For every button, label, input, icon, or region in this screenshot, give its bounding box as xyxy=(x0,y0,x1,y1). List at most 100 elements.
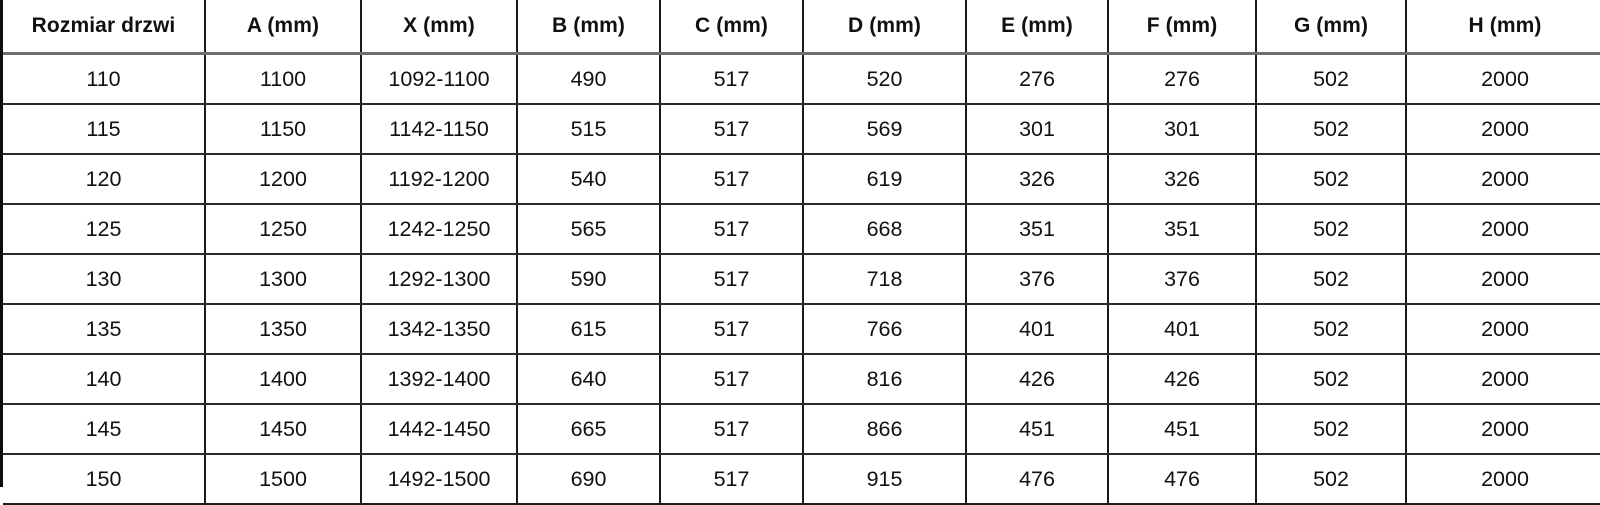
table-row: 150 1500 1492-1500 690 517 915 476 476 5… xyxy=(3,454,1600,505)
table-header: Rozmiar drzwi A (mm) X (mm) B (mm) C (mm… xyxy=(3,0,1600,55)
cell-g: 502 xyxy=(1256,53,1407,105)
cell-b: 665 xyxy=(517,404,661,455)
cell-g: 502 xyxy=(1256,454,1407,505)
column-header-c: C (mm) xyxy=(660,0,804,55)
column-header-h: H (mm) xyxy=(1406,0,1600,55)
cell-c: 517 xyxy=(660,104,804,155)
cell-rozmiar-drzwi: 110 xyxy=(3,53,206,105)
cell-f: 426 xyxy=(1108,354,1257,405)
cell-b: 540 xyxy=(517,154,661,205)
cell-g: 502 xyxy=(1256,254,1407,305)
cell-f: 401 xyxy=(1108,304,1257,355)
cell-d: 718 xyxy=(803,254,967,305)
cell-g: 502 xyxy=(1256,304,1407,355)
cell-h: 2000 xyxy=(1406,53,1600,105)
cell-a: 1500 xyxy=(205,454,362,505)
cell-a: 1250 xyxy=(205,204,362,255)
cell-a: 1400 xyxy=(205,354,362,405)
cell-b: 590 xyxy=(517,254,661,305)
cell-a: 1450 xyxy=(205,404,362,455)
cell-rozmiar-drzwi: 120 xyxy=(3,154,206,205)
cell-x: 1492-1500 xyxy=(361,454,518,505)
cell-rozmiar-drzwi: 145 xyxy=(3,404,206,455)
cell-c: 517 xyxy=(660,304,804,355)
cell-rozmiar-drzwi: 125 xyxy=(3,204,206,255)
cell-rozmiar-drzwi: 135 xyxy=(3,304,206,355)
cell-g: 502 xyxy=(1256,354,1407,405)
cell-g: 502 xyxy=(1256,404,1407,455)
cell-h: 2000 xyxy=(1406,354,1600,405)
cell-x: 1092-1100 xyxy=(361,53,518,105)
cell-a: 1350 xyxy=(205,304,362,355)
cell-h: 2000 xyxy=(1406,454,1600,505)
cell-rozmiar-drzwi: 150 xyxy=(3,454,206,505)
table-header-row: Rozmiar drzwi A (mm) X (mm) B (mm) C (mm… xyxy=(3,0,1600,55)
table-row: 125 1250 1242-1250 565 517 668 351 351 5… xyxy=(3,204,1600,255)
cell-a: 1200 xyxy=(205,154,362,205)
cell-h: 2000 xyxy=(1406,254,1600,305)
table-row: 120 1200 1192-1200 540 517 619 326 326 5… xyxy=(3,154,1600,205)
cell-h: 2000 xyxy=(1406,154,1600,205)
cell-e: 276 xyxy=(966,53,1109,105)
column-header-a: A (mm) xyxy=(205,0,362,55)
cell-b: 690 xyxy=(517,454,661,505)
cell-x: 1242-1250 xyxy=(361,204,518,255)
table-row: 145 1450 1442-1450 665 517 866 451 451 5… xyxy=(3,404,1600,455)
cell-f: 301 xyxy=(1108,104,1257,155)
cell-d: 520 xyxy=(803,53,967,105)
cell-e: 401 xyxy=(966,304,1109,355)
cell-d: 866 xyxy=(803,404,967,455)
cell-f: 326 xyxy=(1108,154,1257,205)
cell-f: 276 xyxy=(1108,53,1257,105)
table-row: 110 1100 1092-1100 490 517 520 276 276 5… xyxy=(3,53,1600,105)
cell-x: 1342-1350 xyxy=(361,304,518,355)
cell-x: 1442-1450 xyxy=(361,404,518,455)
cell-e: 326 xyxy=(966,154,1109,205)
cell-e: 476 xyxy=(966,454,1109,505)
cell-x: 1392-1400 xyxy=(361,354,518,405)
table-row: 135 1350 1342-1350 615 517 766 401 401 5… xyxy=(3,304,1600,355)
cell-g: 502 xyxy=(1256,204,1407,255)
cell-f: 476 xyxy=(1108,454,1257,505)
cell-c: 517 xyxy=(660,154,804,205)
cell-h: 2000 xyxy=(1406,204,1600,255)
cell-x: 1192-1200 xyxy=(361,154,518,205)
door-size-spec-table: Rozmiar drzwi A (mm) X (mm) B (mm) C (mm… xyxy=(3,0,1600,505)
cell-e: 426 xyxy=(966,354,1109,405)
cell-b: 640 xyxy=(517,354,661,405)
column-header-x: X (mm) xyxy=(361,0,518,55)
table-row: 140 1400 1392-1400 640 517 816 426 426 5… xyxy=(3,354,1600,405)
cell-c: 517 xyxy=(660,204,804,255)
cell-d: 668 xyxy=(803,204,967,255)
cell-a: 1300 xyxy=(205,254,362,305)
cell-c: 517 xyxy=(660,354,804,405)
column-header-rozmiar-drzwi: Rozmiar drzwi xyxy=(3,0,206,55)
cell-x: 1142-1150 xyxy=(361,104,518,155)
cell-d: 766 xyxy=(803,304,967,355)
cell-h: 2000 xyxy=(1406,104,1600,155)
cell-c: 517 xyxy=(660,404,804,455)
table-body: 110 1100 1092-1100 490 517 520 276 276 5… xyxy=(3,53,1600,505)
cell-b: 615 xyxy=(517,304,661,355)
table-row: 130 1300 1292-1300 590 517 718 376 376 5… xyxy=(3,254,1600,305)
cell-h: 2000 xyxy=(1406,304,1600,355)
cell-x: 1292-1300 xyxy=(361,254,518,305)
cell-rozmiar-drzwi: 115 xyxy=(3,104,206,155)
cell-g: 502 xyxy=(1256,154,1407,205)
cell-c: 517 xyxy=(660,254,804,305)
column-header-g: G (mm) xyxy=(1256,0,1407,55)
column-header-e: E (mm) xyxy=(966,0,1109,55)
cell-f: 451 xyxy=(1108,404,1257,455)
column-header-d: D (mm) xyxy=(803,0,967,55)
cell-d: 619 xyxy=(803,154,967,205)
cell-h: 2000 xyxy=(1406,404,1600,455)
cell-d: 816 xyxy=(803,354,967,405)
cell-a: 1100 xyxy=(205,53,362,105)
cell-b: 565 xyxy=(517,204,661,255)
cell-c: 517 xyxy=(660,53,804,105)
cell-e: 451 xyxy=(966,404,1109,455)
cell-f: 351 xyxy=(1108,204,1257,255)
column-header-b: B (mm) xyxy=(517,0,661,55)
cell-rozmiar-drzwi: 130 xyxy=(3,254,206,305)
